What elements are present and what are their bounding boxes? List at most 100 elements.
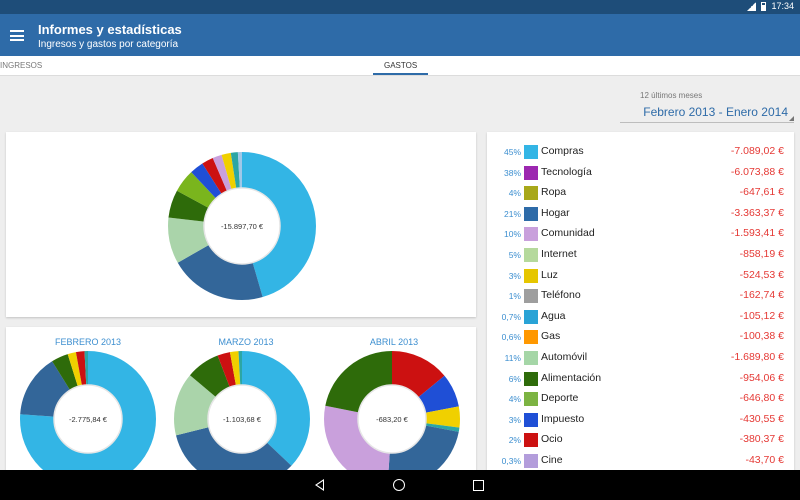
category-row[interactable]: 45% Compras -7.089,02 € [487,142,794,162]
period-dropdown[interactable]: Febrero 2013 - Enero 2014 [620,101,794,123]
category-name: Internet [541,248,577,260]
tab-indicator [373,73,428,75]
month-title: FEBRERO 2013 [54,337,122,347]
donut-segment [174,351,310,487]
category-name: Deporte [541,392,579,405]
category-name: Gas [541,330,561,343]
donut-segment [324,351,460,487]
category-row[interactable]: 38% Tecnología -6.073,88 € [487,163,794,183]
category-amount: -3.363,37 € [730,206,784,219]
menu-icon[interactable] [10,30,24,41]
category-row[interactable]: 6% Alimentación -954,06 € [487,369,794,389]
sport-icon [524,392,538,407]
month-donut-chart[interactable]: -683,20 € [324,351,460,487]
category-amount: -43,70 € [745,454,784,466]
status-time: 17:34 [771,1,794,11]
donut-segment [174,351,310,487]
category-percent: 0,7% [501,311,521,322]
category-amount: -105,12 € [739,309,784,322]
category-name: Luz [541,268,558,281]
category-name: Ocio [541,433,563,446]
category-percent: 3% [508,414,521,425]
back-icon[interactable] [313,478,327,492]
navigation-bar [0,470,800,500]
category-amount: -646,80 € [739,392,784,405]
category-row[interactable]: 0,6% Gas -100,38 € [487,327,794,347]
app-title: Informes y estadísticas [38,22,182,37]
month-title: ABRIL 2013 [369,337,419,347]
category-row[interactable]: 2% Ocio -380,37 € [487,430,794,450]
category-name: Automóvil [541,351,588,363]
recent-apps-icon[interactable] [473,480,484,491]
category-amount: -162,74 € [739,289,784,302]
donut-segment [324,351,460,487]
category-amount: -1.689,80 € [730,351,784,363]
category-percent: 11% [504,353,521,363]
month-donut-chart[interactable]: -2.775,84 € [20,351,156,487]
category-row[interactable]: 4% Deporte -646,80 € [487,389,794,409]
app-bar: Informes y estadísticas Ingresos y gasto… [0,14,800,56]
category-row[interactable]: 0,7% Agua -105,12 € [487,307,794,327]
category-amount: -7.089,02 € [730,145,784,157]
period-value: Febrero 2013 - Enero 2014 [643,105,788,119]
category-name: Comunidad [541,227,595,240]
category-name: Tecnología [541,165,592,178]
month-total: -683,20 € [376,415,408,424]
category-percent: 2% [508,435,521,446]
category-name: Impuesto [541,412,585,425]
app-subtitle: Ingresos y gastos por categoría [38,39,179,50]
ticket-icon [524,433,538,448]
category-amount: -1.593,41 € [730,227,784,240]
tab-gastos[interactable]: GASTOS [384,61,418,70]
car-icon [524,351,538,365]
category-row[interactable]: 10% Comunidad -1.593,41 € [487,224,794,244]
donut-hole [53,384,123,454]
category-amount: -524,53 € [739,268,784,281]
home-icon[interactable] [393,479,405,491]
donut-segment [168,152,316,300]
category-percent: 6% [508,373,521,384]
monthly-charts-card: FEBRERO 2013 -2.775,84 € MARZO 2013 -1.1… [6,327,476,487]
category-amount: -100,38 € [739,330,784,343]
category-list: 45% Compras -7.089,02 € 38% Tecnología -6.073… [487,132,794,487]
building-icon [524,227,538,242]
category-percent: 21% [503,208,521,219]
category-row[interactable]: 21% Hogar -3.363,37 € [487,204,794,224]
total-donut-chart[interactable]: -15.897,70 € [168,152,316,300]
category-name: Compras [541,145,584,157]
category-percent: 45% [503,147,521,157]
category-row[interactable]: 3% Impuesto -430,55 € [487,410,794,430]
monitor-icon [524,165,538,180]
tax-icon [524,412,538,427]
category-amount: -6.073,88 € [730,165,784,178]
category-row[interactable]: 11% Automóvil -1.689,80 € [487,348,794,368]
category-amount: -858,19 € [739,248,784,260]
category-amount: -647,61 € [739,186,784,199]
donut-segment [324,351,460,487]
category-row[interactable]: 1% Teléfono -162,74 € [487,286,794,306]
donut-hole [207,384,277,454]
category-row[interactable]: 0,3% Cine -43,70 € [487,451,794,471]
category-name: Agua [541,309,566,322]
total-amount: -15.897,70 € [220,222,264,231]
month-total: -2.775,84 € [69,415,107,424]
category-name: Ropa [541,186,567,199]
category-row[interactable]: 4% Ropa -647,61 € [487,183,794,203]
month-donut-chart[interactable]: -1.103,68 € [174,351,310,487]
category-row[interactable]: 3% Luz -524,53 € [487,266,794,286]
tab-bar: INGRESOS GASTOS [0,56,800,76]
category-percent: 3% [508,270,521,281]
donut-hole [203,187,281,265]
donut-segment [20,351,156,487]
grocery-icon [524,371,538,386]
category-name: Teléfono [541,289,581,302]
category-amount: -380,37 € [739,433,784,446]
total-chart-card: -15.897,70 € [6,132,476,317]
tab-ingresos[interactable]: INGRESOS [0,61,43,70]
category-amount: -954,06 € [739,371,784,384]
category-percent: 5% [508,250,521,260]
signal-icon [747,1,757,11]
battery-icon [761,1,767,11]
category-percent: 0,6% [501,332,521,343]
category-row[interactable]: 5% Internet -858,19 € [487,245,794,265]
